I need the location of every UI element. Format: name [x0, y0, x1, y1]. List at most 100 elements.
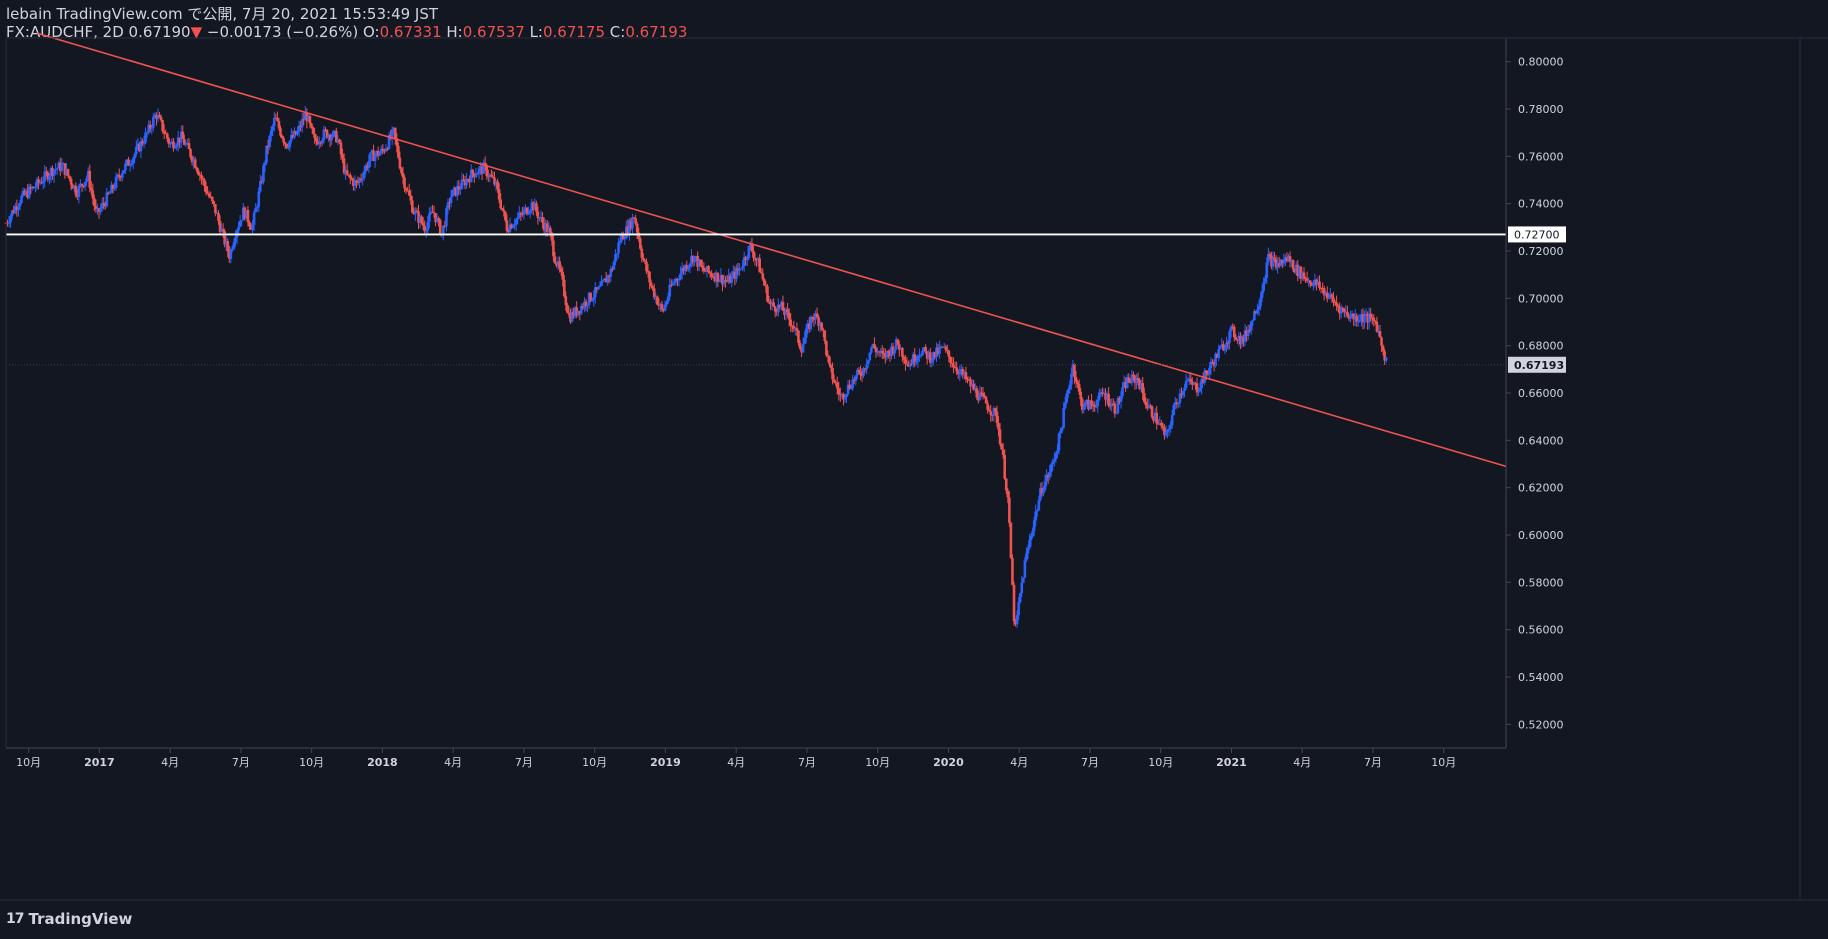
candle-body	[304, 112, 307, 120]
candle-body	[79, 183, 82, 186]
candle-body	[1073, 364, 1076, 378]
candle-body	[547, 227, 551, 233]
candle-body	[232, 242, 236, 249]
candle-body	[725, 280, 729, 282]
candle-body	[854, 375, 858, 381]
candle-body	[1346, 311, 1349, 316]
candle-body	[1060, 427, 1064, 431]
candle-body	[629, 220, 633, 229]
candle-body	[595, 287, 599, 290]
candle-body	[728, 275, 732, 283]
candle-body	[217, 213, 220, 221]
candle-body	[282, 138, 285, 143]
candle-body	[243, 207, 247, 219]
candle-body	[1312, 282, 1315, 286]
candle-body	[1280, 259, 1284, 264]
candle-body	[994, 408, 997, 412]
candle-body	[1271, 257, 1275, 267]
candle-body	[1170, 415, 1174, 426]
candle-body	[407, 190, 411, 196]
candle-body	[852, 379, 856, 381]
candle-body	[972, 383, 975, 390]
candle-body	[1178, 393, 1182, 403]
candle-body	[527, 212, 530, 215]
candle-body	[72, 185, 76, 189]
candle-body	[1220, 344, 1224, 347]
candle-body	[1360, 314, 1363, 321]
drawings-layer	[6, 32, 1507, 468]
candle-body	[183, 138, 186, 145]
candle-body	[683, 265, 687, 272]
candle-body	[724, 280, 727, 282]
candle-body	[814, 313, 817, 320]
candle-body	[41, 181, 45, 184]
candle-body	[1187, 378, 1191, 381]
candle-body	[418, 216, 422, 223]
candle-body	[147, 124, 150, 133]
close-value: 0.67193	[625, 23, 688, 41]
candle-body	[1209, 362, 1213, 369]
candle-body	[1110, 403, 1114, 407]
candle-body	[660, 304, 664, 310]
candle-body	[583, 301, 586, 308]
candle-body	[645, 261, 648, 272]
candle-body	[823, 330, 827, 341]
candle-body	[1046, 474, 1050, 478]
candle-body	[797, 330, 800, 343]
candle-body	[1129, 382, 1132, 384]
candle-body	[1293, 269, 1297, 273]
candle-body	[328, 135, 332, 141]
candle-body	[901, 347, 904, 357]
candle-body	[387, 135, 391, 149]
candle-body	[454, 187, 458, 196]
candle-body	[358, 178, 361, 183]
candle-body	[134, 146, 138, 155]
candle-body	[849, 388, 853, 390]
symbol-label: FX:AUDCHF, 2D	[6, 23, 124, 41]
candle-body	[811, 316, 814, 318]
candle-body	[316, 141, 320, 145]
candle-body	[1363, 315, 1366, 323]
candle-body	[623, 238, 627, 240]
candle-body	[1059, 430, 1062, 434]
candle-body	[412, 212, 416, 215]
candle-body	[27, 186, 31, 198]
candle-body	[417, 211, 420, 223]
candle-body	[702, 267, 706, 271]
candle-body	[618, 240, 622, 243]
candle-body	[35, 179, 39, 188]
candle-body	[497, 189, 501, 200]
candle-body	[305, 112, 309, 122]
candle-body	[204, 186, 208, 193]
candle-body	[784, 309, 788, 315]
candle-body	[31, 186, 34, 189]
candle-body	[1102, 393, 1106, 395]
candle-body	[870, 347, 873, 353]
candle-body	[1012, 584, 1016, 622]
candle-body	[640, 248, 644, 258]
candle-body	[286, 147, 290, 149]
candle-body	[525, 207, 529, 215]
candle-body	[716, 272, 720, 282]
candle-body	[518, 213, 521, 218]
candle-body	[690, 256, 693, 264]
candle-body	[1158, 423, 1162, 425]
candle-body	[488, 174, 492, 177]
candle-body	[883, 353, 887, 358]
candle-body	[500, 208, 504, 210]
candle-body	[308, 116, 312, 124]
tradingview-logo[interactable]: 17 TradingView	[6, 910, 132, 928]
y-tick-label: 0.70000	[1518, 292, 1564, 305]
x-tick-label: 2019	[650, 756, 681, 769]
candle-body	[1218, 346, 1222, 350]
candle-body	[687, 266, 690, 270]
candle-body	[580, 306, 583, 314]
candle-body	[562, 279, 566, 297]
candle-body	[789, 319, 792, 326]
candle-body	[1301, 272, 1304, 279]
candle-body	[165, 133, 169, 139]
candle-body	[829, 363, 833, 368]
candle-body	[533, 203, 537, 210]
candle-body	[648, 271, 651, 283]
